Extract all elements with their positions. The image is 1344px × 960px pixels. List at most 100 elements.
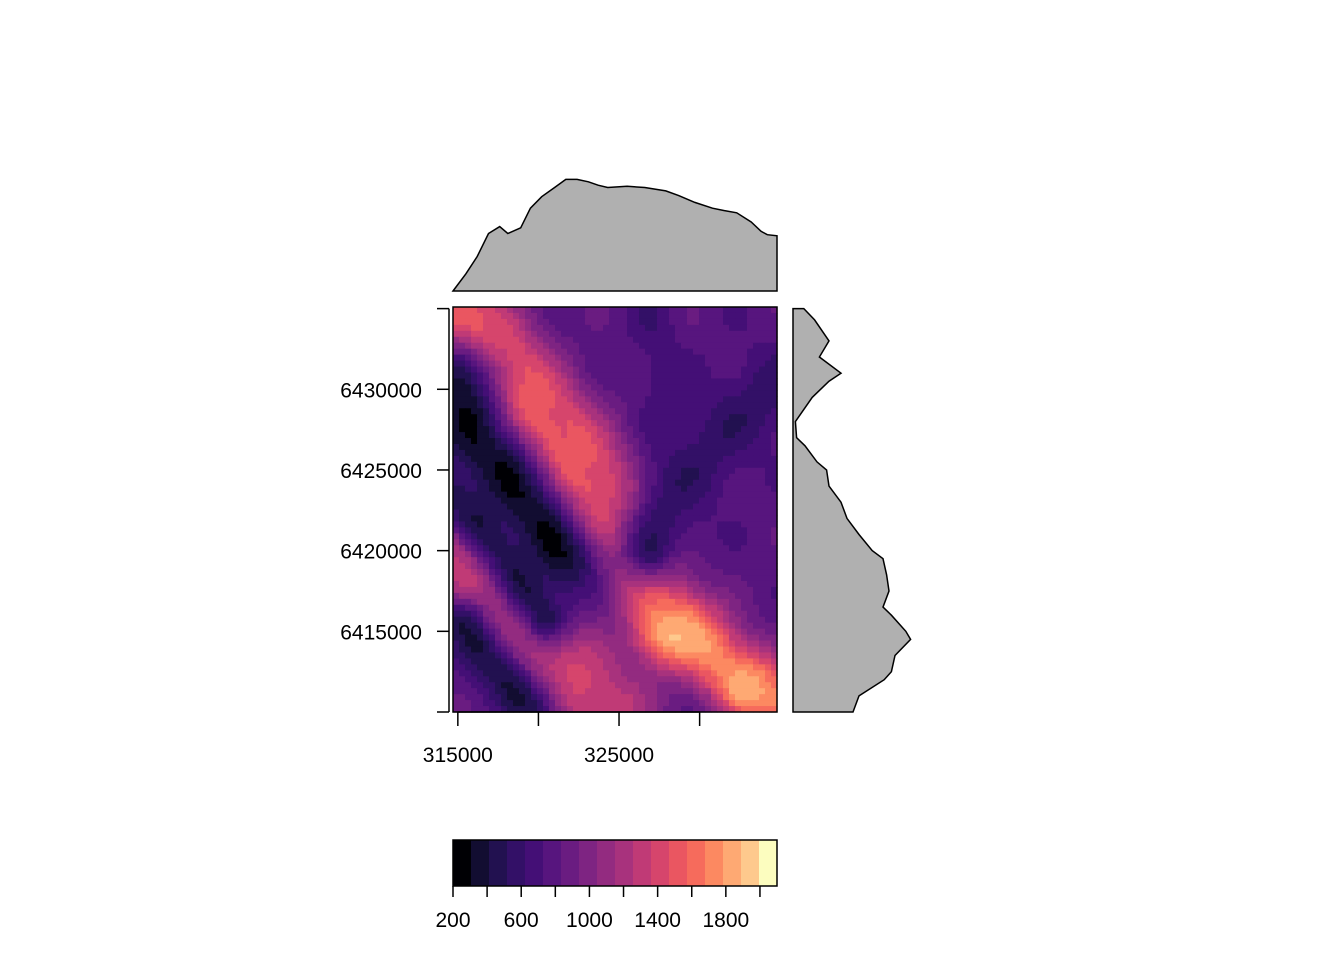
raster-cell [705, 378, 712, 386]
raster-cell [597, 610, 604, 618]
raster-cell [753, 545, 760, 552]
raster-cell [609, 426, 616, 433]
raster-cell [507, 634, 514, 642]
raster-cell [573, 443, 580, 451]
raster-cell [507, 354, 514, 362]
raster-cell [741, 360, 748, 368]
raster-cell [579, 485, 586, 493]
raster-cell [693, 473, 700, 481]
raster-cell [759, 527, 766, 534]
raster-cell [471, 420, 478, 427]
legend-swatch [723, 840, 742, 886]
raster-cell [543, 509, 550, 517]
raster-cell [579, 330, 586, 338]
raster-cell [561, 700, 568, 707]
raster-cell [687, 515, 694, 523]
raster-cell [477, 670, 484, 677]
raster-cell [645, 503, 652, 511]
raster-cell [579, 604, 586, 612]
raster-cell [465, 646, 472, 654]
raster-cell [651, 509, 658, 517]
raster-cell [705, 479, 712, 487]
raster-cell [459, 575, 466, 582]
raster-cell [549, 598, 556, 606]
raster-cell [603, 307, 610, 314]
raster-cell [561, 610, 568, 618]
raster-cell [675, 622, 682, 630]
raster-cell [513, 694, 520, 701]
raster-cell [459, 616, 466, 624]
raster-cell [759, 598, 766, 606]
raster-cell [717, 658, 724, 665]
raster-cell [507, 503, 514, 511]
raster-cell [549, 688, 556, 695]
raster-cell [711, 503, 718, 511]
raster-cell [651, 348, 658, 356]
raster-cell [465, 557, 472, 564]
raster-cell [561, 563, 568, 570]
raster-cell [657, 461, 664, 469]
raster-cell [765, 545, 772, 552]
raster-cell [603, 628, 610, 636]
raster-cell [651, 598, 658, 606]
raster-cell [681, 390, 688, 397]
raster-cell [603, 509, 610, 517]
raster-cell [513, 318, 520, 326]
raster-cell [693, 676, 700, 683]
raster-cell [513, 646, 520, 654]
raster-cell [669, 396, 676, 403]
raster-cell [489, 438, 496, 445]
raster-cell [615, 521, 622, 528]
raster-cell [591, 443, 598, 451]
raster-cell [681, 628, 688, 636]
raster-cell [705, 312, 712, 320]
raster-cell [495, 569, 502, 576]
raster-cell [513, 384, 520, 391]
raster-cell [561, 527, 568, 534]
raster-cell [513, 652, 520, 659]
raster-cell [759, 396, 766, 403]
raster-cell [753, 443, 760, 451]
raster-cell [759, 491, 766, 499]
raster-cell [675, 307, 682, 314]
raster-cell [759, 408, 766, 415]
raster-cell [663, 640, 670, 648]
raster-cell [555, 336, 562, 344]
raster-cell [765, 682, 772, 689]
raster-cell [711, 682, 718, 689]
raster-cell [537, 420, 544, 427]
raster-cell [585, 610, 592, 618]
raster-cell [471, 455, 478, 463]
raster-cell [681, 360, 688, 368]
raster-cell [537, 360, 544, 368]
raster-cell [699, 485, 706, 493]
raster-cell [717, 467, 724, 475]
x-tick-label: 315000 [423, 744, 493, 767]
raster-cell [465, 616, 472, 624]
raster-cell [645, 372, 652, 380]
raster-cell [615, 420, 622, 427]
raster-cell [645, 551, 652, 558]
raster-cell [501, 539, 508, 546]
raster-cell [561, 396, 568, 403]
raster-cell [531, 312, 538, 320]
raster-cell [555, 342, 562, 350]
raster-cell [597, 563, 604, 570]
raster-cell [675, 700, 682, 707]
raster-cell [675, 402, 682, 409]
raster-cell [627, 372, 634, 380]
raster-cell [495, 670, 502, 677]
raster-cell [471, 652, 478, 659]
raster-cell [687, 443, 694, 451]
raster-cell [717, 354, 724, 362]
raster-cell [753, 491, 760, 499]
raster-cell [549, 575, 556, 582]
raster-cell [537, 318, 544, 326]
raster-cell [717, 312, 724, 320]
raster-cell [453, 610, 460, 618]
raster-cell [483, 307, 490, 314]
legend-swatch [543, 840, 562, 886]
raster-cell [741, 342, 748, 350]
raster-cell [723, 307, 730, 314]
raster-cell [525, 318, 532, 326]
